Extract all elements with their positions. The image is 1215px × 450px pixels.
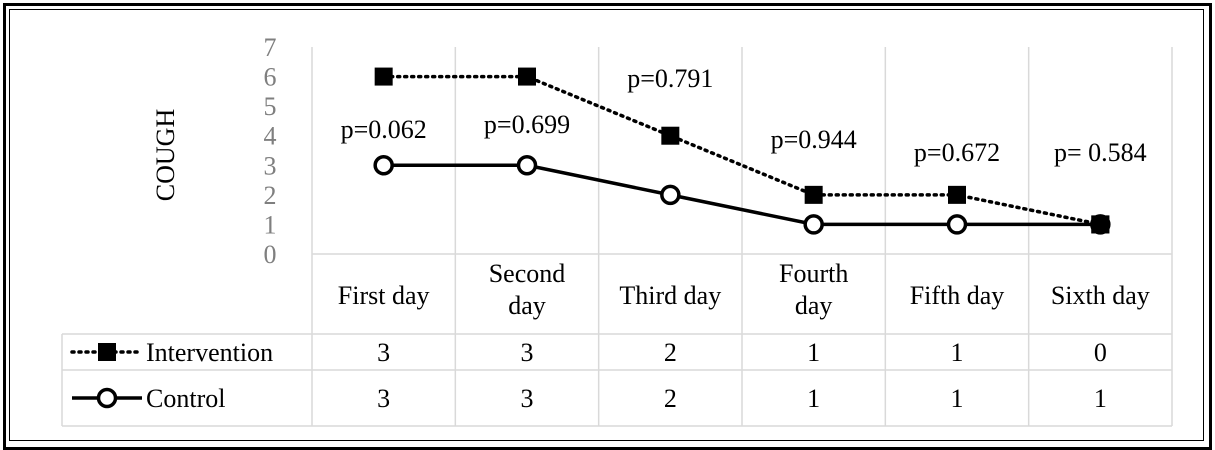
- category-label: Fifth day: [910, 281, 1005, 310]
- data-point-intervention-overlap: [1091, 215, 1110, 234]
- series-line-intervention: [381, 74, 1103, 227]
- data-point-intervention: [804, 185, 823, 204]
- y-tick-label: 3: [264, 151, 277, 180]
- legend-label-control: Control: [146, 384, 225, 413]
- y-axis-label: COUGH: [151, 109, 180, 202]
- category-label: First day: [338, 281, 430, 310]
- category-label: Third day: [619, 281, 721, 310]
- series-line-control: [383, 163, 1101, 227]
- y-tick-label: 0: [264, 240, 277, 269]
- y-tick-label: 1: [264, 210, 277, 239]
- table-cell: 3: [521, 384, 534, 413]
- p-value-annotations: p=0.062 p=0.699 p=0.791 p=0.944 p=0.672 p= 0.…: [341, 64, 1147, 167]
- legend-key-marker: [98, 343, 116, 361]
- data-point-intervention: [518, 67, 536, 86]
- p-value-label: p=0.791: [627, 64, 713, 93]
- p-value-label: p=0.944: [771, 125, 857, 154]
- table-cell: 1: [951, 384, 964, 413]
- p-value-label: p=0.699: [484, 110, 570, 139]
- category-label-line: day: [508, 291, 546, 320]
- data-point-intervention: [374, 67, 393, 86]
- data-point-intervention: [661, 126, 680, 145]
- series-lines: [373, 67, 1111, 235]
- data-table: Intervention 3 3 2 1 1 0 Control 3 3 2 1 1 1: [70, 338, 1107, 413]
- data-point-control: [373, 155, 394, 176]
- outer-frame: [3, 3, 1212, 450]
- table-cell: 1: [951, 338, 964, 367]
- table-cell: 1: [807, 338, 820, 367]
- category-label-line: day: [795, 291, 833, 320]
- table-cell: 2: [664, 338, 677, 367]
- table-cell: 0: [1094, 338, 1107, 367]
- category-label: Sixth day: [1051, 281, 1150, 310]
- inner-frame: [9, 9, 1204, 441]
- data-point-control: [803, 214, 824, 235]
- y-tick-label: 6: [264, 63, 277, 92]
- y-tick-label: 4: [264, 122, 277, 151]
- category-label: Fourth day: [779, 259, 848, 320]
- legend-label-intervention: Intervention: [146, 338, 273, 367]
- data-point-control: [660, 184, 681, 206]
- grid-lines: [61, 47, 1173, 427]
- data-point-control: [516, 155, 538, 176]
- table-cell: 3: [377, 384, 390, 413]
- table-cell: 1: [1094, 384, 1107, 413]
- y-tick-label: 5: [264, 92, 277, 121]
- category-label-line: Second: [489, 259, 566, 288]
- p-value-label: p=0.672: [914, 138, 1000, 167]
- table-cell: 2: [664, 384, 677, 413]
- y-tick-label: 7: [264, 33, 277, 62]
- table-cell: 3: [521, 338, 534, 367]
- category-label-line: Fourth: [779, 259, 848, 288]
- p-value-label: p= 0.584: [1054, 138, 1147, 167]
- p-value-label: p=0.062: [341, 115, 427, 144]
- table-cell: 1: [807, 384, 820, 413]
- y-tick-label: 2: [264, 181, 277, 210]
- data-point-intervention: [948, 185, 966, 204]
- category-labels: First day Second day Third day Fourth day Fift…: [338, 259, 1150, 320]
- legend-key-marker: [96, 387, 118, 409]
- table-cell: 3: [377, 338, 390, 367]
- category-label: Second day: [489, 259, 566, 320]
- data-point-control: [946, 214, 968, 235]
